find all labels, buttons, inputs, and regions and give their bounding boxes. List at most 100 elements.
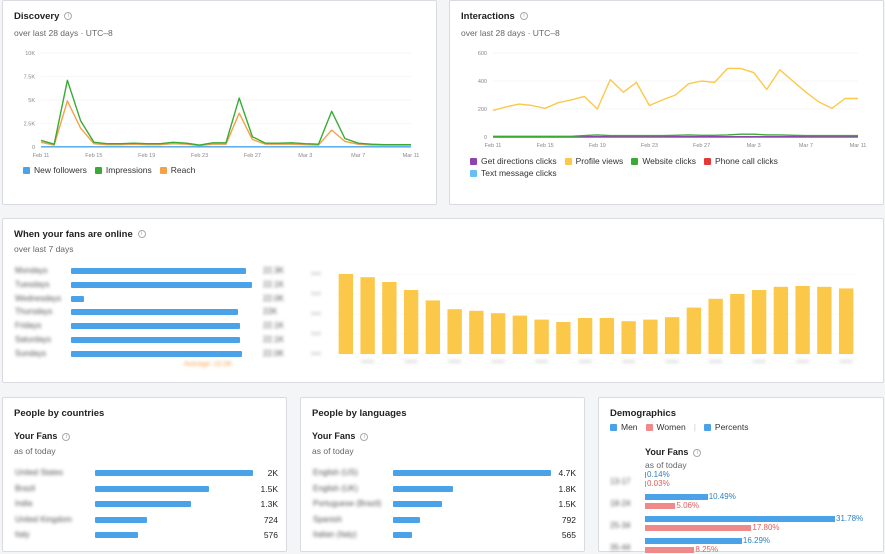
legend-item-website-clicks[interactable]: Website clicks: [631, 155, 696, 167]
hour-bar[interactable]: [686, 307, 702, 354]
legend-checkbox[interactable]: [703, 424, 711, 431]
hour-bar[interactable]: [664, 317, 680, 354]
hour-bar[interactable]: [599, 318, 615, 354]
women-bar[interactable]: [645, 503, 676, 509]
women-bar[interactable]: [645, 547, 695, 553]
hour-bar[interactable]: [447, 309, 462, 354]
hour-bar[interactable]: [556, 322, 571, 354]
y-tick-label: 7.5K: [24, 75, 36, 81]
day-bar[interactable]: [71, 268, 246, 274]
countries-list: United States 2K Brazil 1.5K India 1.3K United…: [3, 468, 288, 548]
legend-checkbox[interactable]: [645, 424, 653, 431]
info-icon[interactable]: i: [360, 432, 369, 441]
men-percent: 10.49%: [708, 492, 736, 501]
hour-bar[interactable]: [512, 315, 528, 354]
hour-bar[interactable]: [382, 282, 397, 354]
day-value: 22K: [263, 307, 278, 317]
row-bar[interactable]: [95, 516, 148, 523]
row-bar[interactable]: [393, 532, 412, 538]
women-bar[interactable]: [645, 525, 752, 531]
row-bar[interactable]: [393, 501, 442, 507]
legend-checkbox[interactable]: [564, 158, 572, 165]
hour-bar[interactable]: [534, 319, 549, 354]
info-icon[interactable]: i: [137, 230, 146, 239]
legend-item-impressions[interactable]: Impressions: [94, 165, 152, 175]
fans-online-title: When your fans are online i: [14, 229, 146, 240]
hour-bar[interactable]: [751, 290, 767, 354]
day-bar[interactable]: [71, 323, 241, 330]
women-bar[interactable]: [645, 481, 646, 487]
languages-sub: as of today: [312, 446, 354, 456]
day-bar[interactable]: [71, 337, 241, 343]
series-line-website-clicks: [493, 133, 858, 138]
hour-bar[interactable]: [403, 290, 419, 354]
hour-bar[interactable]: [795, 286, 810, 354]
men-bar[interactable]: [645, 472, 646, 478]
x-tick-label: Feb 27: [244, 153, 261, 159]
legend-checkbox[interactable]: [23, 167, 30, 174]
legend-item-reach[interactable]: Reach: [159, 165, 195, 175]
row-bar[interactable]: [393, 485, 454, 492]
day-label: Saturdays: [15, 335, 52, 344]
hour-bar[interactable]: [338, 274, 354, 354]
legend-item-get-directions-clicks[interactable]: Get directions clicks: [470, 155, 557, 167]
day-bar[interactable]: [71, 295, 85, 302]
hour-bar[interactable]: [577, 318, 593, 354]
hour-bar[interactable]: [773, 286, 789, 354]
men-bar[interactable]: [645, 516, 835, 522]
men-percent: 0.14%: [647, 470, 670, 479]
row-bar[interactable]: [393, 470, 551, 476]
day-bar[interactable]: [71, 309, 239, 316]
legend-item-women[interactable]: Women: [645, 422, 686, 432]
legend-item-text-message-clicks[interactable]: Text message clicks: [470, 167, 557, 179]
hour-bar[interactable]: [490, 313, 506, 354]
row-bar[interactable]: [95, 470, 253, 476]
row-bar[interactable]: [95, 532, 138, 538]
discovery-subtitle: over last 28 days · UTC–8: [14, 28, 113, 38]
hour-bar[interactable]: [838, 288, 854, 354]
demographics-title: Demographics: [610, 408, 676, 419]
row-bar[interactable]: [95, 501, 192, 507]
day-value: 22.0K: [263, 293, 284, 303]
day-bar[interactable]: [71, 350, 242, 357]
row-bar[interactable]: [393, 516, 420, 523]
day-label: Thursdays: [15, 307, 53, 317]
days-list: Mondays 22.3K Tuesdays 22.1K Wednesdays 22.0K…: [13, 266, 293, 376]
hour-bar[interactable]: [425, 300, 441, 354]
interactions-legend: Get directions clicks Profile views Websit…: [470, 155, 800, 179]
legend-item-percents[interactable]: Percents: [703, 422, 748, 432]
row-bar[interactable]: [95, 485, 209, 492]
hour-bar[interactable]: [730, 294, 745, 354]
hour-bar[interactable]: [469, 310, 484, 354]
men-bar[interactable]: [645, 494, 708, 500]
legend-item-new-followers[interactable]: New followers: [23, 165, 87, 175]
y-tick-label: 400: [478, 79, 487, 85]
x-tick-label: Mar 7: [799, 143, 813, 149]
legend-label: Profile views: [575, 156, 624, 166]
hour-bar[interactable]: [360, 277, 375, 354]
hour-bar[interactable]: [817, 286, 832, 354]
hour-bar[interactable]: [621, 321, 636, 354]
legend-checkbox[interactable]: [94, 167, 102, 174]
legend-item-profile-views[interactable]: Profile views: [564, 155, 624, 167]
interactions-subtitle: over last 28 days · UTC–8: [461, 28, 560, 38]
y-tick-label: 600: [478, 51, 487, 57]
legend-checkbox[interactable]: [159, 167, 167, 174]
legend-checkbox[interactable]: [470, 170, 477, 177]
day-bar[interactable]: [71, 281, 252, 288]
hour-bar[interactable]: [708, 298, 723, 354]
hour-bar[interactable]: [643, 319, 658, 354]
info-icon[interactable]: i: [693, 448, 702, 457]
legend-checkbox[interactable]: [704, 158, 712, 165]
legend-item-phone-call-clicks[interactable]: Phone call clicks: [704, 155, 778, 167]
info-icon[interactable]: i: [62, 432, 71, 441]
men-bar[interactable]: [645, 538, 742, 544]
legend-item-men[interactable]: Men: [610, 422, 638, 432]
legend-checkbox[interactable]: [610, 424, 617, 431]
info-icon[interactable]: i: [64, 12, 73, 21]
women-percent: 0.03%: [647, 479, 670, 488]
legend-checkbox[interactable]: [631, 158, 639, 165]
legend-checkbox[interactable]: [470, 158, 477, 165]
legend-label: Men: [621, 422, 638, 432]
info-icon[interactable]: i: [519, 12, 528, 21]
